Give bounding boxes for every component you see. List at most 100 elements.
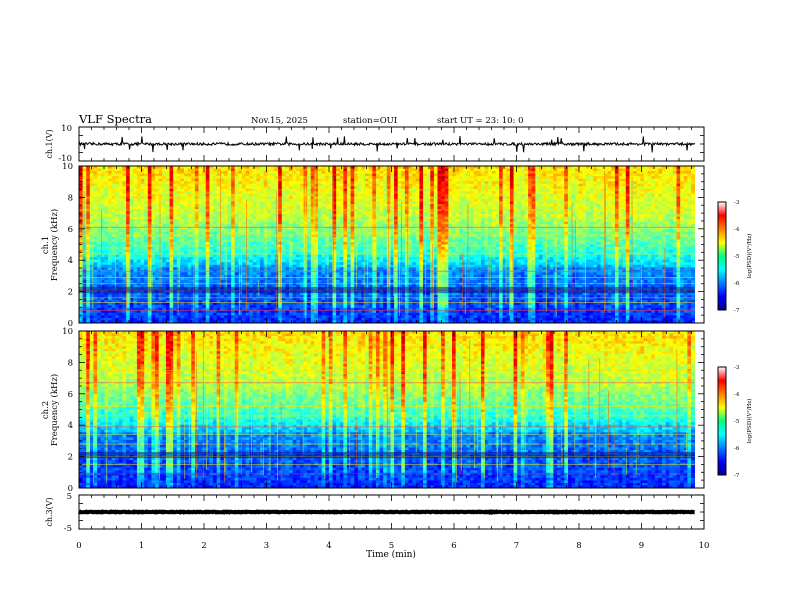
spectrogram-cell [368, 173, 373, 177]
spectrogram-cell [452, 221, 457, 225]
spectrogram-cell [328, 211, 333, 215]
spectrogram-cell [567, 171, 572, 174]
spectrogram-cell [151, 229, 156, 233]
spectrogram-cell [611, 201, 616, 205]
spectrogram-cell [93, 214, 98, 218]
spectrogram-cell [165, 176, 170, 180]
spectrogram-cell [350, 224, 355, 228]
spectrogram-cell [596, 173, 601, 177]
spectrogram-cell [249, 193, 254, 197]
spectrogram-cell [278, 193, 283, 197]
spectrogram-cell [169, 234, 174, 238]
spectrogram-cell [585, 196, 591, 200]
spectrogram-cell [596, 186, 601, 190]
spectrogram-cell [575, 231, 580, 235]
spectrogram-cell [260, 209, 265, 212]
spectrogram-cell [336, 201, 341, 205]
spectrogram-cell [267, 201, 272, 205]
spectrogram-cell [144, 196, 149, 200]
spectrogram-cell [549, 224, 554, 228]
spectrogram-cell [368, 201, 373, 205]
spectrogram-cell [332, 168, 337, 172]
spectrogram-cell [274, 168, 279, 172]
spectrogram-cell [549, 196, 554, 200]
spectrogram-cell [86, 176, 91, 180]
spectrogram-cell [184, 211, 189, 215]
spectrogram-cell [567, 168, 572, 172]
spectrogram-cell [564, 214, 569, 218]
spectrogram-cell [394, 231, 399, 235]
spectrogram-cell [470, 203, 475, 207]
spectrogram-cell [520, 203, 525, 207]
spectrogram-cell [281, 221, 286, 225]
spectrogram-cell [607, 216, 612, 220]
spectrogram-cell [129, 201, 134, 205]
spectrogram-cell [441, 221, 446, 225]
spectrogram-cell [346, 216, 351, 220]
spectrogram-cell [263, 173, 268, 177]
spectrogram-cell [375, 201, 380, 205]
spectrogram-cell [270, 224, 275, 228]
spectrogram-cell [643, 203, 648, 207]
spectrogram-cell [618, 201, 623, 205]
spectrogram-cell [589, 214, 594, 218]
spectrogram-cell [390, 191, 395, 195]
spectrogram-cell [111, 173, 116, 177]
spectrogram-cell [256, 201, 261, 205]
spectrogram-cell [314, 183, 319, 187]
spectrogram-cell [263, 178, 268, 182]
spectrogram-cell [600, 188, 605, 192]
spectrogram-cell [328, 219, 333, 223]
spectrogram-cell [343, 196, 348, 200]
spectrogram-cell [289, 166, 294, 169]
spectrogram-cell [194, 191, 199, 195]
spectrogram-cell [216, 173, 221, 177]
spectrogram-cell [318, 171, 323, 174]
spectrogram-cell [499, 226, 504, 230]
spectrogram-cell [585, 186, 591, 190]
spectrogram-cell [299, 181, 304, 185]
spectrogram-cell [165, 198, 170, 202]
spectrogram-cell [604, 216, 609, 220]
spectrogram-cell [270, 214, 275, 218]
spectrogram-cell [140, 186, 145, 190]
spectrogram-cell [332, 178, 337, 182]
spectrogram-cell [328, 171, 333, 174]
spectrogram-cell [575, 178, 580, 182]
spectrogram-cell [241, 216, 246, 220]
spectrogram-cell [484, 209, 489, 212]
spectrogram-cell [665, 206, 670, 210]
spectrogram-cell [643, 173, 648, 177]
spectrogram-cell [491, 229, 496, 233]
spectrogram-cell [314, 201, 319, 205]
spectrogram-cell [499, 201, 504, 205]
spectrogram-cell [441, 216, 446, 220]
spectrogram-cell [596, 171, 601, 174]
spectrogram-cell [122, 211, 127, 215]
spectrogram-cell [184, 173, 189, 177]
spectrogram-cell [394, 209, 399, 212]
spectrogram-cell [122, 183, 127, 187]
spectrogram-cell [404, 188, 409, 192]
spectrogram-cell [151, 178, 156, 182]
spectrogram-cell [383, 188, 388, 192]
spectrogram-cell [625, 231, 630, 235]
spectrogram-cell [267, 183, 272, 187]
spectrogram-cell [307, 234, 312, 238]
spectrogram-cell [618, 176, 623, 180]
spectrogram-cell [672, 219, 677, 223]
spectrogram-cell [82, 211, 87, 215]
spectrogram-cell [669, 201, 674, 205]
spectrogram-cell [220, 176, 225, 180]
spectrogram-cell [256, 221, 261, 225]
spectrogram-cell [423, 191, 428, 195]
spectrogram-cell [86, 186, 91, 190]
spectrogram-cell [567, 216, 572, 220]
spectrogram-cell [270, 206, 275, 210]
spectrogram-cell [614, 171, 619, 174]
spectrogram-cell [111, 206, 116, 210]
spectrogram-cell [651, 211, 656, 215]
spectrogram-cell [332, 216, 337, 220]
spectrogram-cell [614, 209, 619, 212]
spectrogram-cell [325, 193, 330, 197]
